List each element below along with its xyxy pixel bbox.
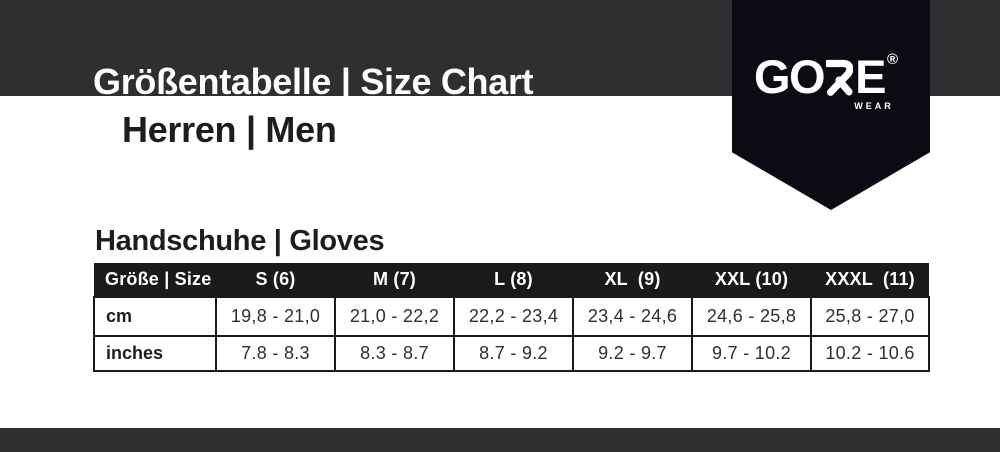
row-label-cm: cm — [93, 296, 217, 337]
column-header-m: M (7) — [335, 263, 454, 297]
row-label-inches: inches — [93, 335, 217, 372]
column-header-s: S (6) — [216, 263, 335, 297]
cell-inches-xl: 9.2 - 9.7 — [572, 335, 693, 372]
cell-cm-xl: 23,4 - 24,6 — [572, 296, 693, 337]
gore-logo-badge: GO E ® WEAR — [732, 0, 930, 210]
cell-inches-xxl: 9.7 - 10.2 — [691, 335, 812, 372]
table-row-inches: inches 7.8 - 8.3 8.3 - 8.7 8.7 - 9.2 9.2… — [93, 335, 930, 372]
gore-logo-text-go: GO — [753, 50, 826, 103]
cell-cm-m: 21,0 - 22,2 — [334, 296, 455, 337]
cell-cm-xxxl: 25,8 - 27,0 — [810, 296, 930, 337]
cell-inches-xxxl: 10.2 - 10.6 — [810, 335, 930, 372]
table-row-cm: cm 19,8 - 21,0 21,0 - 22,2 22,2 - 23,4 2… — [93, 296, 930, 337]
page-subtitle: Herren | Men — [122, 109, 337, 150]
cell-inches-m: 8.3 - 8.7 — [334, 335, 455, 372]
gore-logo-text-e: E — [855, 50, 886, 103]
table-header-row: Größe | Size S (6) M (7) L (8) XL (9) XX… — [94, 263, 929, 297]
page-title: Größentabelle | Size Chart — [93, 61, 534, 97]
cell-cm-s: 19,8 - 21,0 — [215, 296, 336, 337]
gore-wear-label: WEAR — [854, 101, 894, 111]
column-header-l: L (8) — [454, 263, 573, 297]
registered-trademark-icon: ® — [886, 51, 899, 68]
column-header-xxl: XXL (10) — [692, 263, 811, 297]
size-table: Größe | Size S (6) M (7) L (8) XL (9) XX… — [93, 263, 930, 372]
cell-inches-l: 8.7 - 9.2 — [453, 335, 574, 372]
column-header-xl: XL (9) — [573, 263, 692, 297]
gore-logo: GO E ® — [732, 50, 930, 103]
column-header-xxxl: XXXL (11) — [811, 263, 929, 297]
column-header-size: Größe | Size — [94, 263, 216, 297]
cell-cm-l: 22,2 - 23,4 — [453, 296, 574, 337]
cell-inches-s: 7.8 - 8.3 — [215, 335, 336, 372]
bottom-bar — [0, 428, 1000, 452]
gore-r-icon — [826, 59, 854, 96]
cell-cm-xxl: 24,6 - 25,8 — [691, 296, 812, 337]
section-heading: Handschuhe | Gloves — [95, 225, 385, 257]
